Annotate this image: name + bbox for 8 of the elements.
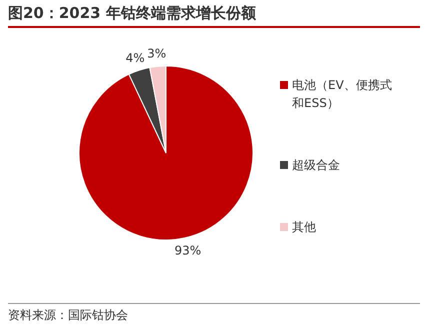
legend-label: 其他: [292, 219, 316, 236]
data-label: 93%: [174, 244, 202, 258]
data-label: 3%: [147, 46, 166, 60]
chart-title: 图20：2023 年钴终端需求增长份额: [8, 4, 420, 28]
legend-label: 电池（EV、便携式和ESS）: [292, 77, 392, 112]
text: 资料来源：国际钴协会: [8, 303, 420, 324]
data-label: 4%: [126, 50, 145, 65]
legend-label: 超级合金: [292, 157, 340, 174]
